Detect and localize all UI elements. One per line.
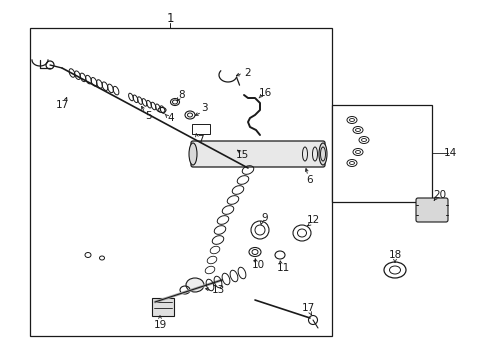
Text: 6: 6 <box>306 175 313 185</box>
Text: 7: 7 <box>196 135 203 145</box>
Text: 1: 1 <box>166 12 173 24</box>
Ellipse shape <box>189 143 197 165</box>
Text: 9: 9 <box>261 213 268 223</box>
Text: 12: 12 <box>306 215 319 225</box>
Text: 15: 15 <box>235 150 248 160</box>
Text: 10: 10 <box>251 260 264 270</box>
Text: 5: 5 <box>144 111 151 121</box>
Text: 17: 17 <box>55 100 68 110</box>
Text: 4: 4 <box>167 113 174 123</box>
Text: 8: 8 <box>178 90 185 100</box>
Text: 19: 19 <box>153 320 166 330</box>
Bar <box>192 124 209 134</box>
Bar <box>331 105 431 202</box>
Ellipse shape <box>185 278 203 292</box>
Text: 18: 18 <box>387 250 401 260</box>
Text: 20: 20 <box>432 190 446 200</box>
Bar <box>30 28 331 336</box>
Text: 14: 14 <box>443 148 456 158</box>
Text: 13: 13 <box>211 285 224 295</box>
Text: 11: 11 <box>276 263 289 273</box>
Bar <box>152 298 174 316</box>
Ellipse shape <box>318 143 326 165</box>
Text: 2: 2 <box>244 68 251 78</box>
Text: 3: 3 <box>200 103 207 113</box>
FancyBboxPatch shape <box>191 141 325 167</box>
Text: 16: 16 <box>258 88 271 98</box>
Text: 17: 17 <box>301 303 314 313</box>
FancyBboxPatch shape <box>415 198 447 222</box>
